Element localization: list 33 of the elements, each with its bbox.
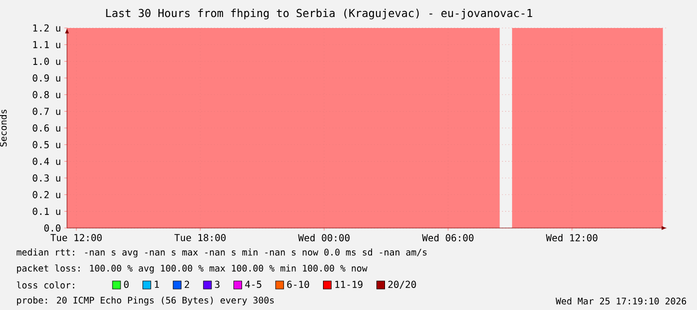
y-tick-label: 1.2 u xyxy=(33,24,60,32)
text: probe: 20 ICMP Echo Pings (56 Bytes) every 300s xyxy=(17,296,274,306)
y-tick-label: 0.6 u xyxy=(32,124,60,132)
x-tick-label: Wed 00:00 xyxy=(298,234,350,242)
y-tick-label: 0.8 u xyxy=(32,91,60,98)
y-tick-label: 0.9 u xyxy=(32,74,60,82)
x-tick-label: Wed 06:00 xyxy=(422,234,474,242)
y-tick-label: 1.0 u xyxy=(33,58,60,65)
text: Wed Mar 25 17:19:10 2026 xyxy=(556,297,686,304)
legend-label: 3 xyxy=(215,280,220,288)
y-tick-label: 0.7 u xyxy=(32,108,60,115)
chart-title: Last 30 Hours from fhping to Serbia (Kragujevac) - eu-jovanovac-1 xyxy=(106,8,532,20)
legend-label: 6-10 xyxy=(287,280,310,288)
y-tick-label: 0.2 u xyxy=(32,191,60,198)
y-axis-title: Seconds xyxy=(0,110,7,146)
legend-label: 2 xyxy=(184,280,190,288)
y-tick-label: 0.0 xyxy=(44,224,60,232)
legend-label: 11-19 xyxy=(335,280,362,288)
legend-label: 4-5 xyxy=(245,280,262,288)
x-tick-label: Wed 12:00 xyxy=(546,234,598,242)
text: packet loss: 100.00 % avg 100.00 % max 100.00 % min 100.00 % now xyxy=(17,264,368,274)
y-tick-label: 0.3 u xyxy=(32,174,60,182)
legend-label: 20/20 xyxy=(388,280,416,289)
text: loss color: xyxy=(16,281,74,289)
y-tick-label: 0.4 u xyxy=(32,158,60,165)
text: median rtt: -nan s avg -nan s max -nan s min -nan s now 0.0 ms sd -nan am/s xyxy=(16,248,427,258)
legend-label: 0 xyxy=(124,280,129,288)
legend-label: 1 xyxy=(154,280,159,288)
x-tick-label: Tue 18:00 xyxy=(174,234,226,242)
y-tick-label: 0.5 u xyxy=(32,141,60,148)
x-tick-label: Tue 12:00 xyxy=(50,234,102,242)
y-tick-label: 1.1 u xyxy=(33,41,60,48)
y-tick-label: 0.1 u xyxy=(32,208,60,215)
